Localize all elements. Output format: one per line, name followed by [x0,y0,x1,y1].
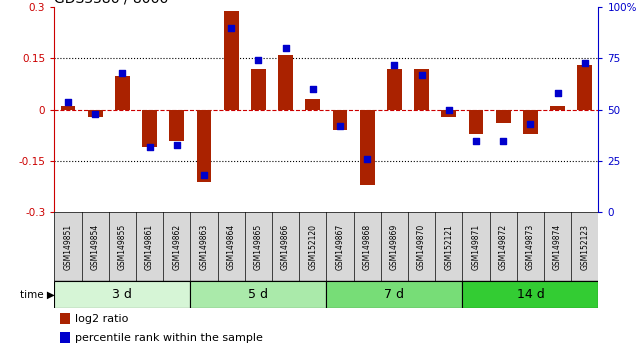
Point [471,138,481,143]
Text: GSM149862: GSM149862 [172,224,181,270]
Text: GSM149851: GSM149851 [63,224,72,270]
Text: log2 ratio: log2 ratio [75,314,129,324]
Text: GSM149873: GSM149873 [526,224,535,270]
Bar [463,281,598,308]
Bar [387,69,402,110]
Text: GSM149867: GSM149867 [335,224,344,270]
Bar [54,281,191,308]
Point [308,86,318,92]
Text: GSM149869: GSM149869 [390,224,399,270]
Text: GSM149866: GSM149866 [281,224,290,270]
Text: GSM149861: GSM149861 [145,224,154,270]
Text: 5 d: 5 d [248,288,268,301]
Bar [414,69,429,110]
Bar [360,110,374,185]
Bar [224,11,239,110]
Text: time ▶: time ▶ [20,290,54,300]
Text: GSM149854: GSM149854 [91,224,100,270]
Point [117,70,127,76]
Point [444,107,454,113]
Bar [333,110,348,130]
Point [280,45,291,51]
Bar [142,110,157,147]
Bar [550,106,565,110]
Text: GDS3386 / 8066: GDS3386 / 8066 [54,0,169,6]
Bar [523,110,538,134]
Point [498,138,508,143]
Point [199,173,209,178]
Text: GSM149864: GSM149864 [227,224,236,270]
Point [389,62,399,67]
Bar [88,110,102,116]
Bar [60,313,70,324]
Point [362,156,372,162]
Text: GSM149865: GSM149865 [254,224,263,270]
Text: GSM152121: GSM152121 [444,224,453,270]
Text: GSM149870: GSM149870 [417,224,426,270]
Text: 14 d: 14 d [516,288,544,301]
Text: GSM152120: GSM152120 [308,224,317,270]
Point [552,91,563,96]
Bar [61,106,76,110]
Text: GSM149872: GSM149872 [499,224,508,270]
Point [253,58,264,63]
Text: 7 d: 7 d [385,288,404,301]
Text: GSM149868: GSM149868 [363,224,372,270]
Point [335,123,345,129]
Point [226,25,236,30]
Text: 3 d: 3 d [113,288,132,301]
Bar [442,110,456,116]
Bar [278,55,293,110]
Point [90,111,100,117]
Bar [191,281,326,308]
Point [580,60,590,65]
Point [417,72,427,78]
Bar [496,110,511,124]
Text: GSM149871: GSM149871 [472,224,481,270]
Bar [60,332,70,343]
Bar [251,69,266,110]
Point [145,144,155,149]
Text: GSM149855: GSM149855 [118,224,127,270]
Bar [305,99,320,110]
Bar [577,65,592,110]
Point [63,99,73,104]
Bar [196,110,211,182]
Point [172,142,182,148]
Text: percentile rank within the sample: percentile rank within the sample [75,332,263,343]
Text: GSM152123: GSM152123 [580,224,589,270]
Bar [170,110,184,141]
Bar [115,75,130,110]
Text: GSM149874: GSM149874 [553,224,562,270]
Bar [468,110,483,134]
Point [525,121,536,127]
Bar [326,281,463,308]
Text: GSM149863: GSM149863 [200,224,209,270]
